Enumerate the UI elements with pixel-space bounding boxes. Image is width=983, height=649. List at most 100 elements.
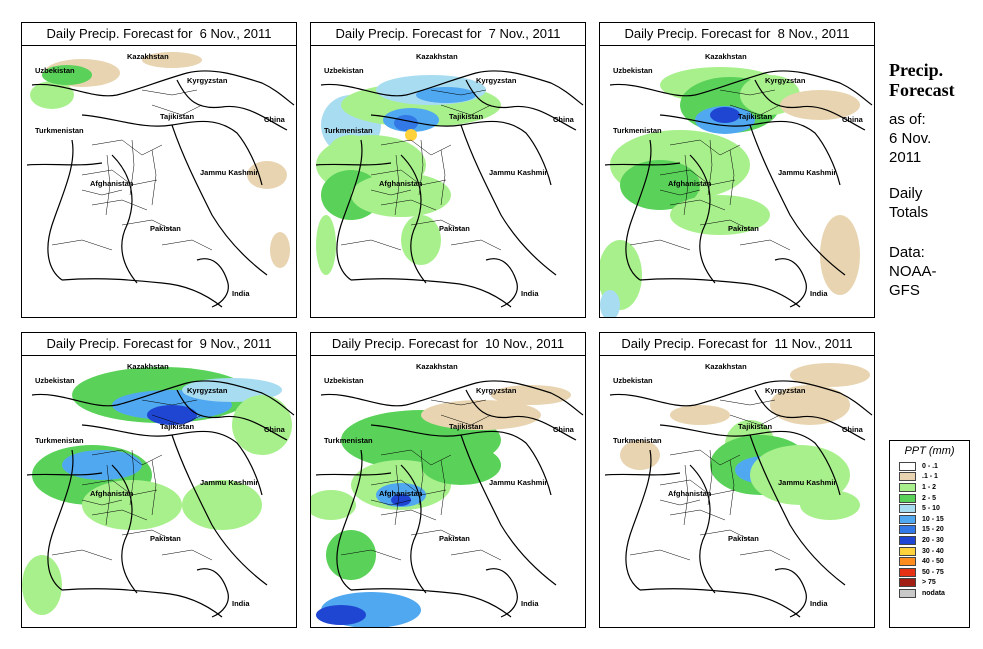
legend-swatch [899,472,916,482]
legend-swatch [899,546,916,556]
country-border [609,380,873,416]
map-label-afghanistan: Afghanistan [90,179,134,188]
country-border [320,70,584,106]
boundary-layer [315,70,584,308]
boundary-layer [604,70,873,308]
boundary-layer [315,380,584,618]
province-border [81,479,158,496]
legend-item: 20 - 30 [899,535,969,546]
province-border [707,139,713,196]
precip-area [326,530,376,580]
country-border [315,162,392,166]
province-border [105,464,111,526]
country-border [31,70,295,106]
map-label-jammu-kashmir: Jammu Kashmir [778,478,836,487]
country-border [171,434,268,586]
precip-area [270,232,290,268]
province-border [121,219,173,231]
country-border [315,472,392,476]
legend-swatch [899,514,916,524]
map-label-tajikistan: Tajikistan [449,422,483,431]
map-label-tajikistan: Tajikistan [738,422,772,431]
province-border [161,239,213,251]
legend-item: 2 - 5 [899,493,969,504]
forecast-panel-nov-8: Daily Precip. Forecast for 8 Nov., 2011 … [599,22,875,318]
province-border [81,189,123,196]
province-border [430,89,487,96]
country-border [604,162,681,166]
precip-area [232,395,292,455]
province-border [81,169,158,186]
legend-swatch [899,557,916,567]
precip-area [491,385,571,405]
province-border [699,529,751,541]
province-border [51,549,113,561]
province-border [729,149,735,206]
country-border [754,389,866,441]
country-border [485,258,518,308]
legend-item: .1 - 1 [899,472,969,483]
legend-item: 30 - 40 [899,546,969,557]
legend-swatch [899,588,916,598]
map-label-china: China [553,425,575,434]
precip-area [710,107,740,123]
precip-area [421,445,501,485]
province-border [418,449,424,506]
province-border [659,499,701,506]
precip-area [405,129,417,141]
province-border [91,139,163,156]
legend-swatch [899,535,916,545]
panel-title: Daily Precip. Forecast for 9 Nov., 2011 [22,333,296,356]
legend-swatch [899,493,916,503]
province-border [91,199,148,211]
province-border [629,549,691,561]
precip-map: Kazakhstan Uzbekistan Kyrgyzstan Tajikistan… [600,52,873,317]
country-border [400,154,427,284]
province-border [380,199,437,211]
country-border [176,389,288,441]
legend-range: 2 - 5 [922,494,937,502]
country-border [460,434,557,586]
country-border [26,162,103,166]
map-label-afghanistan: Afghanistan [379,489,423,498]
map-label-uzbekistan: Uzbekistan [324,66,364,75]
map-label-turkmenistan: Turkmenistan [35,126,84,135]
map-label-kyrgyzstan: Kyrgyzstan [187,386,228,395]
province-border [81,499,123,506]
map-label-afghanistan: Afghanistan [379,179,423,188]
map-label-uzbekistan: Uzbekistan [613,376,653,385]
data-source-line1: NOAA- [889,263,937,280]
legend-range: 30 - 40 [922,547,944,555]
country-border [754,79,866,131]
country-border [460,124,557,276]
map-label-uzbekistan: Uzbekistan [35,66,75,75]
map-label-kazakhstan: Kazakhstan [705,362,747,371]
legend-range: > 75 [922,579,936,587]
map-label-china: China [264,425,286,434]
province-border [370,479,447,496]
province-border [440,149,446,206]
province-border [121,529,173,541]
country-border [639,278,801,308]
country-border [336,449,363,591]
province-border [659,169,736,186]
legend-range: nodata [922,589,945,597]
sidebar-title: Precip. Forecast [889,60,955,100]
country-border [774,258,807,308]
map-label-pakistan: Pakistan [439,224,470,233]
province-border [739,549,791,561]
map-label-kyrgyzstan: Kyrgyzstan [765,76,806,85]
precip-area [401,215,441,265]
country-border [81,114,263,186]
country-border [465,389,577,441]
country-border [31,380,295,416]
totals-line2: Totals [889,204,929,221]
precip-area [142,52,202,68]
sidebar-totals: Daily Totals [889,184,928,222]
data-source-line2: GFS [889,282,920,299]
country-border [196,568,229,618]
data-label: Data: [889,244,925,261]
precip-area [391,494,411,506]
country-border [689,154,716,284]
province-border [430,399,487,406]
